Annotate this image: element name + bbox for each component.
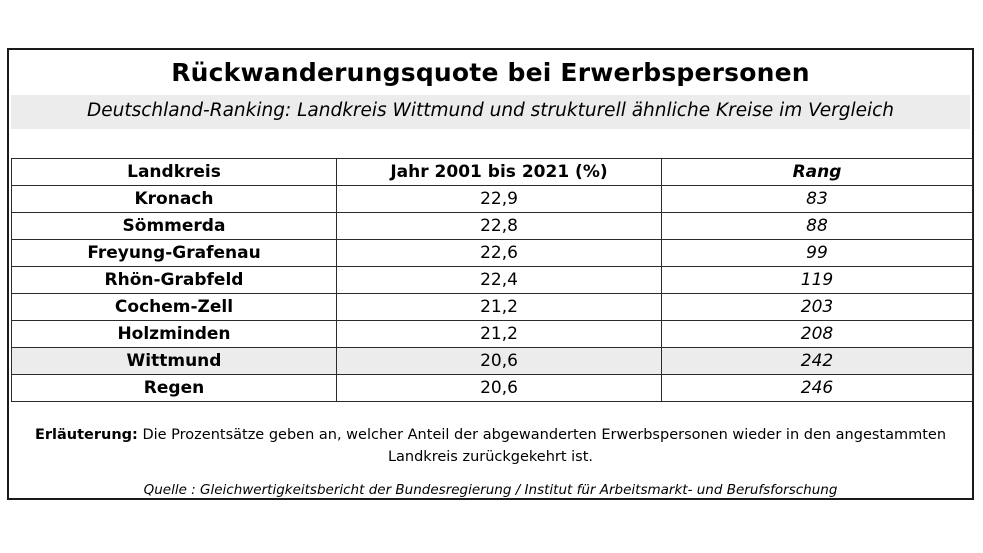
cell-rang: 119 — [661, 266, 973, 294]
table-row: Sömmerda 22,8 88 — [11, 212, 973, 240]
cell-rang: 83 — [661, 185, 973, 213]
table-row: Kronach 22,9 83 — [11, 185, 973, 213]
cell-percent: 20,6 — [336, 374, 662, 402]
table-frame: Rückwanderungsquote bei Erwerbspersonen … — [7, 48, 974, 500]
cell-percent: 22,6 — [336, 239, 662, 267]
cell-rang: 246 — [661, 374, 973, 402]
explanation-text: Die Prozentsätze geben an, welcher Antei… — [142, 427, 947, 465]
cell-landkreis: Regen — [11, 374, 337, 402]
cell-percent: 21,2 — [336, 320, 662, 348]
column-header-percent: Jahr 2001 bis 2021 (%) — [336, 158, 662, 186]
subtitle-band — [11, 95, 970, 129]
table-row-highlighted: Wittmund 20,6 242 — [11, 347, 973, 375]
column-header-rang: Rang — [661, 158, 973, 186]
cell-rang: 208 — [661, 320, 973, 348]
cell-rang: 203 — [661, 293, 973, 321]
cell-rang: 88 — [661, 212, 973, 240]
table-row: Holzminden 21,2 208 — [11, 320, 973, 348]
source-note: Quelle : Gleichwertigkeitsbericht der Bu… — [143, 482, 838, 498]
table-row: Rhön-Grabfeld 22,4 119 — [11, 266, 973, 294]
cell-landkreis: Sömmerda — [11, 212, 337, 240]
table-header-row: Landkreis Jahr 2001 bis 2021 (%) Rang — [11, 158, 973, 186]
column-header-landkreis: Landkreis — [11, 158, 337, 186]
cell-percent: 21,2 — [336, 293, 662, 321]
cell-landkreis: Wittmund — [11, 347, 337, 375]
table-row: Freyung-Grafenau 22,6 99 — [11, 239, 973, 267]
cell-landkreis: Freyung-Grafenau — [11, 239, 337, 267]
cell-percent: 22,8 — [336, 212, 662, 240]
cell-landkreis: Holzminden — [11, 320, 337, 348]
cell-percent: 22,9 — [336, 185, 662, 213]
table-row: Cochem-Zell 21,2 203 — [11, 293, 973, 321]
cell-percent: 22,4 — [336, 266, 662, 294]
cell-landkreis: Rhön-Grabfeld — [11, 266, 337, 294]
ranking-table: Landkreis Jahr 2001 bis 2021 (%) Rang Kr… — [11, 158, 973, 402]
cell-landkreis: Kronach — [11, 185, 337, 213]
cell-rang: 99 — [661, 239, 973, 267]
cell-landkreis: Cochem-Zell — [11, 293, 337, 321]
page-subtitle: Deutschland-Ranking: Landkreis Wittmund … — [86, 100, 895, 121]
cell-rang: 242 — [661, 347, 973, 375]
cell-percent: 20,6 — [336, 347, 662, 375]
explanation-note: Erläuterung: Die Prozentsätze geben an, … — [19, 424, 962, 468]
page-title: Rückwanderungsquote bei Erwerbspersonen — [171, 58, 810, 87]
table-row: Regen 20,6 246 — [11, 374, 973, 402]
explanation-label: Erläuterung: — [34, 427, 138, 443]
